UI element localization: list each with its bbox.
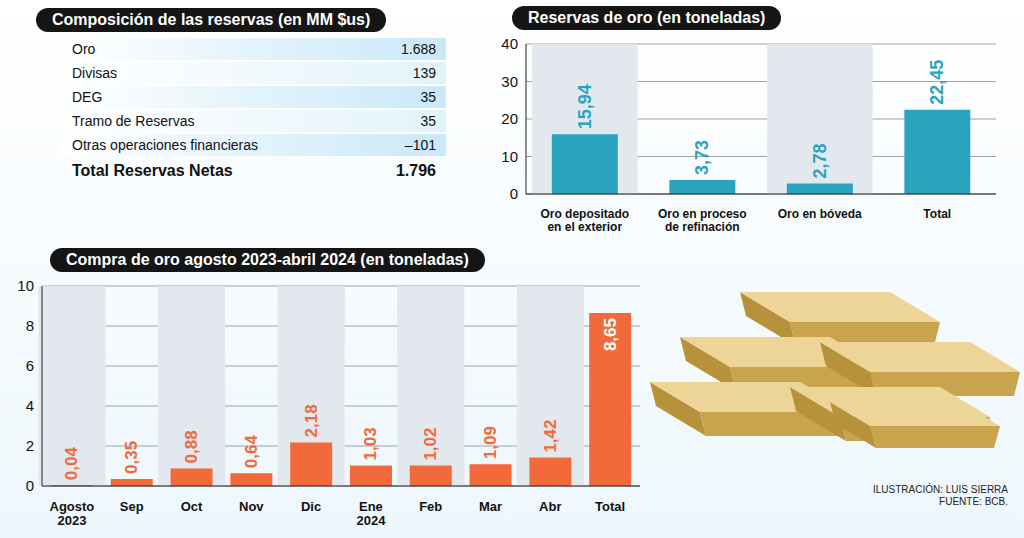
svg-text:1,03: 1,03 xyxy=(361,427,380,460)
svg-text:22,45: 22,45 xyxy=(927,60,947,105)
html-text:139: 139 xyxy=(412,65,436,81)
html-text:Total Reservas Netas: Total Reservas Netas xyxy=(72,162,233,179)
html-text:1.688: 1.688 xyxy=(401,41,436,57)
html-text:1.796: 1.796 xyxy=(396,162,436,179)
svg-text:6: 6 xyxy=(26,357,34,374)
svg-text:Oro depositadoen el exterior: Oro depositadoen el exterior xyxy=(540,207,629,234)
html-text:35: 35 xyxy=(420,113,436,129)
html-text:Oro: Oro xyxy=(72,41,96,57)
html-text:Otras operaciones financieras: Otras operaciones financieras xyxy=(72,137,258,153)
svg-text:2,18: 2,18 xyxy=(302,404,321,437)
svg-text:Oro en bóveda: Oro en bóveda xyxy=(778,207,862,221)
html-text:FUENTE: BCB.: FUENTE: BCB. xyxy=(939,496,1008,507)
svg-text:10: 10 xyxy=(17,277,34,294)
svg-text:Dic: Dic xyxy=(301,499,321,514)
html-text:ILUSTRACIÓN: LUIS SIERRA: ILUSTRACIÓN: LUIS SIERRA xyxy=(873,484,1008,495)
svg-text:1,02: 1,02 xyxy=(421,428,440,461)
svg-text:1,09: 1,09 xyxy=(481,426,500,459)
svg-text:0,64: 0,64 xyxy=(242,435,261,469)
html-text:–101: –101 xyxy=(404,137,436,153)
svg-text:0: 0 xyxy=(26,477,34,494)
svg-text:Abr: Abr xyxy=(539,499,561,514)
svg-text:Agosto2023: Agosto2023 xyxy=(50,499,95,528)
svg-text:1,42: 1,42 xyxy=(541,420,560,453)
html-text:Divisas: Divisas xyxy=(72,65,118,81)
svg-text:Total: Total xyxy=(595,499,625,514)
svg-text:8,65: 8,65 xyxy=(601,318,620,351)
svg-text:Feb: Feb xyxy=(419,499,442,514)
svg-text:40: 40 xyxy=(501,35,518,52)
svg-text:0: 0 xyxy=(510,185,518,202)
svg-text:Oro en procesode refinación: Oro en procesode refinación xyxy=(658,207,747,234)
svg-text:4: 4 xyxy=(26,397,34,414)
svg-text:2: 2 xyxy=(26,437,34,454)
svg-text:Ene2024: Ene2024 xyxy=(356,499,386,528)
svg-text:Sep: Sep xyxy=(120,499,144,514)
html-text:Composición de las reservas (e: Composición de las reservas (en MM $us) xyxy=(52,11,371,28)
svg-text:30: 30 xyxy=(501,73,518,90)
svg-text:2,78: 2,78 xyxy=(810,144,830,179)
svg-text:8: 8 xyxy=(26,317,34,334)
html-text:DEG: DEG xyxy=(72,89,103,105)
html-text:35: 35 xyxy=(420,89,436,105)
svg-text:Mar: Mar xyxy=(479,499,502,514)
svg-text:0,04: 0,04 xyxy=(62,447,81,481)
html-text:Compra de oro agosto 2023-abri: Compra de oro agosto 2023-abril 2024 (en… xyxy=(66,251,469,268)
svg-text:10: 10 xyxy=(501,148,518,165)
svg-text:Oct: Oct xyxy=(181,499,203,514)
html-text:Reservas de oro (en toneladas): Reservas de oro (en toneladas) xyxy=(528,9,766,26)
svg-text:20: 20 xyxy=(501,110,518,127)
svg-text:Total: Total xyxy=(923,207,951,221)
svg-text:15,94: 15,94 xyxy=(575,84,595,129)
svg-text:Nov: Nov xyxy=(239,499,264,514)
svg-text:3,73: 3,73 xyxy=(692,140,712,175)
svg-text:0,88: 0,88 xyxy=(182,430,201,463)
svg-text:0,35: 0,35 xyxy=(122,441,141,474)
html-text:Tramo de Reservas: Tramo de Reservas xyxy=(72,113,195,129)
